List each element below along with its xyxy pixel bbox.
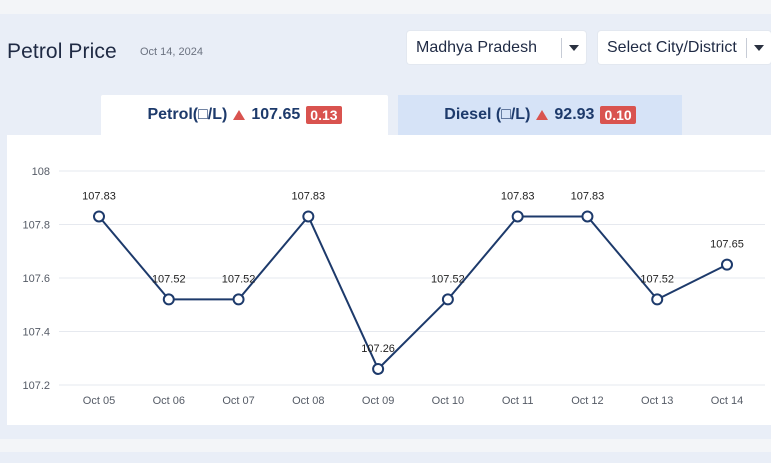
x-tick-label: Oct 09 <box>362 395 394 407</box>
y-tick-label: 108 <box>32 166 50 178</box>
y-tick-label: 107.8 <box>22 220 50 232</box>
trend-up-icon <box>536 110 549 120</box>
price-date: Oct 14, 2024 <box>140 46 203 58</box>
data-point <box>441 293 454 306</box>
x-tick-label: Oct 14 <box>711 395 743 407</box>
tab-petrol-price: 107.65 <box>251 106 301 123</box>
data-label: 107.52 <box>431 273 465 285</box>
chevron-down-icon[interactable] <box>747 31 771 64</box>
x-tick-label: Oct 05 <box>83 395 115 407</box>
x-tick-label: Oct 13 <box>641 395 673 407</box>
tab-diesel-price: 92.93 <box>554 106 595 123</box>
chevron-down-icon[interactable] <box>562 31 586 64</box>
x-tick-label: Oct 07 <box>222 395 254 407</box>
data-label: 107.65 <box>710 239 744 251</box>
y-tick-label: 107.2 <box>22 380 50 392</box>
tab-diesel-label: Diesel (□/L) <box>444 106 531 123</box>
tab-petrol-change-badge: 0.13 <box>306 106 342 124</box>
y-tick-label: 107.4 <box>22 327 50 339</box>
x-tick-label: Oct 10 <box>432 395 464 407</box>
select-divider <box>746 37 747 58</box>
data-label: 107.83 <box>571 190 605 202</box>
state-select-value: Madhya Pradesh <box>416 38 537 56</box>
select-divider <box>561 37 562 58</box>
data-label: 107.83 <box>292 190 326 202</box>
city-select-value: Select City/District <box>607 38 737 56</box>
tab-petrol-label: Petrol(□/L) <box>147 106 228 123</box>
price-line-chart: 107.2 107.4 107.6 107.8 108 Oct 05 Oct 06 Oct 0… <box>22 166 765 407</box>
data-point <box>232 293 245 306</box>
data-label: 107.52 <box>640 273 674 285</box>
bottom-strip <box>0 452 771 463</box>
data-point <box>372 362 385 375</box>
x-tick-label: Oct 12 <box>571 395 603 407</box>
data-label: 107.52 <box>222 273 256 285</box>
data-point <box>162 293 175 306</box>
data-point <box>93 210 105 223</box>
state-select[interactable]: Madhya Pradesh <box>407 31 586 64</box>
data-label: 107.83 <box>501 190 535 202</box>
city-select[interactable]: Select City/District <box>598 31 771 64</box>
data-point <box>721 258 733 271</box>
trend-up-icon <box>233 110 246 120</box>
page-title: Petrol Price <box>7 40 117 63</box>
x-tick-label: Oct 11 <box>502 395 534 407</box>
data-label: 107.83 <box>82 190 116 202</box>
data-point <box>302 210 315 223</box>
data-label: 107.52 <box>152 273 186 285</box>
data-point <box>581 210 594 223</box>
data-point <box>511 210 524 223</box>
y-tick-label: 107.6 <box>22 273 50 285</box>
tab-diesel[interactable]: Diesel (□/L) 92.93 0.10 <box>398 95 682 135</box>
data-label: 107.26 <box>361 343 395 355</box>
tab-diesel-change-badge: 0.10 <box>600 106 636 124</box>
x-tick-label: Oct 08 <box>292 395 324 407</box>
series-line <box>98 215 728 370</box>
data-point <box>651 293 664 306</box>
tab-petrol[interactable]: Petrol(□/L) 107.65 0.13 <box>101 95 388 135</box>
x-tick-label: Oct 06 <box>153 395 185 407</box>
chart-card: 107.2 107.4 107.6 107.8 108 Oct 05 Oct 06 Oct 0… <box>7 135 771 425</box>
